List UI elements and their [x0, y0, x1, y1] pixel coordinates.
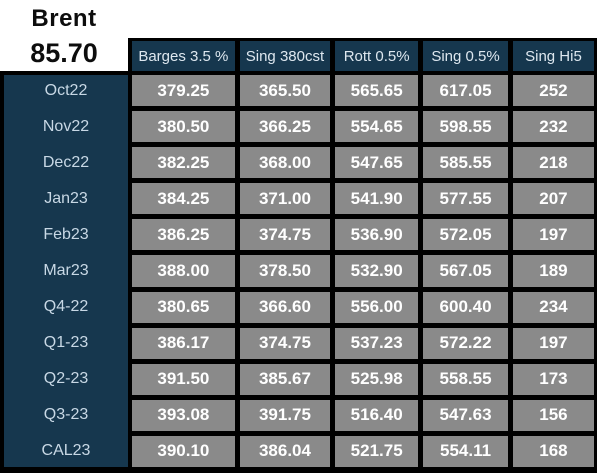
price-cell: 572.22: [423, 327, 508, 359]
price-cell: 234: [512, 291, 594, 323]
price-cell: 386.04: [239, 435, 331, 467]
price-cell: 173: [512, 363, 594, 395]
price-cell: 386.25: [132, 219, 235, 251]
price-cell: 374.75: [239, 327, 331, 359]
price-cell: 385.67: [239, 363, 331, 395]
price-cell: 572.05: [423, 219, 508, 251]
row-label: Nov22: [42, 117, 90, 135]
price-cell: 378.50: [239, 255, 331, 287]
price-data-grid: 379.25 365.50 565.65 617.05 252 380.50 366.25 5…: [128, 71, 597, 473]
column-header: Sing 380cst: [239, 41, 331, 71]
price-cell: 393.08: [132, 399, 235, 431]
price-cell: 386.17: [132, 327, 235, 359]
price-cell: 585.55: [423, 147, 508, 179]
price-cell: 536.90: [335, 219, 419, 251]
price-cell: 617.05: [423, 75, 508, 107]
row-label: Q2-23: [43, 370, 89, 388]
brent-price-value: 85.70: [30, 38, 98, 68]
price-cell: 391.50: [132, 363, 235, 395]
price-cell: 521.75: [335, 435, 419, 467]
price-cell: 388.00: [132, 255, 235, 287]
price-cell: 371.00: [239, 183, 331, 215]
row-label: Q4-22: [43, 298, 89, 316]
price-cell: 252: [512, 75, 594, 107]
price-cell: 197: [512, 219, 594, 251]
price-cell: 207: [512, 183, 594, 215]
price-cell: 554.65: [335, 111, 419, 143]
column-header: Sing Hi5: [512, 41, 594, 71]
price-cell: 554.11: [423, 435, 508, 467]
row-label: Q1-23: [43, 334, 89, 352]
row-label: Feb23: [43, 225, 89, 243]
price-cell: 558.55: [423, 363, 508, 395]
price-cell: 547.63: [423, 399, 508, 431]
row-label-column: Oct22 Nov22 Dec22 Jan23 Feb23 Mar23 Q4-22 Q1-23…: [0, 71, 128, 473]
price-cell: 516.40: [335, 399, 419, 431]
price-cell: 232: [512, 111, 594, 143]
row-label: Mar23: [43, 261, 89, 279]
price-cell: 197: [512, 327, 594, 359]
price-cell: 156: [512, 399, 594, 431]
price-cell: 537.23: [335, 327, 419, 359]
price-cell: 390.10: [132, 435, 235, 467]
price-cell: 366.25: [239, 111, 331, 143]
price-cell: 380.65: [132, 291, 235, 323]
row-label: Q3-23: [43, 406, 89, 424]
price-cell: 532.90: [335, 255, 419, 287]
price-cell: 556.00: [335, 291, 419, 323]
price-cell: 577.55: [423, 183, 508, 215]
price-cell: 525.98: [335, 363, 419, 395]
row-label: Dec22: [42, 153, 90, 171]
row-label: CAL23: [41, 442, 91, 460]
price-cell: 168: [512, 435, 594, 467]
brent-title: Brent: [31, 4, 97, 32]
price-cell: 382.25: [132, 147, 235, 179]
price-cell: 365.50: [239, 75, 331, 107]
column-header-row: Barges 3.5 % Sing 380cst Rott 0.5% Sing 0.5…: [128, 38, 597, 71]
price-cell: 541.90: [335, 183, 419, 215]
row-label: Oct22: [44, 81, 88, 99]
price-cell: 368.00: [239, 147, 331, 179]
price-cell: 567.05: [423, 255, 508, 287]
row-label: Jan23: [44, 189, 88, 207]
price-cell: 379.25: [132, 75, 235, 107]
price-cell: 218: [512, 147, 594, 179]
price-cell: 547.65: [335, 147, 419, 179]
column-header: Barges 3.5 %: [132, 41, 235, 71]
price-cell: 600.40: [423, 291, 508, 323]
price-cell: 374.75: [239, 219, 331, 251]
price-cell: 189: [512, 255, 594, 287]
price-cell: 391.75: [239, 399, 331, 431]
price-cell: 366.60: [239, 291, 331, 323]
price-cell: 380.50: [132, 111, 235, 143]
price-cell: 565.65: [335, 75, 419, 107]
price-cell: 384.25: [132, 183, 235, 215]
price-cell: 598.55: [423, 111, 508, 143]
column-header: Sing 0.5%: [423, 41, 508, 71]
column-header: Rott 0.5%: [335, 41, 419, 71]
